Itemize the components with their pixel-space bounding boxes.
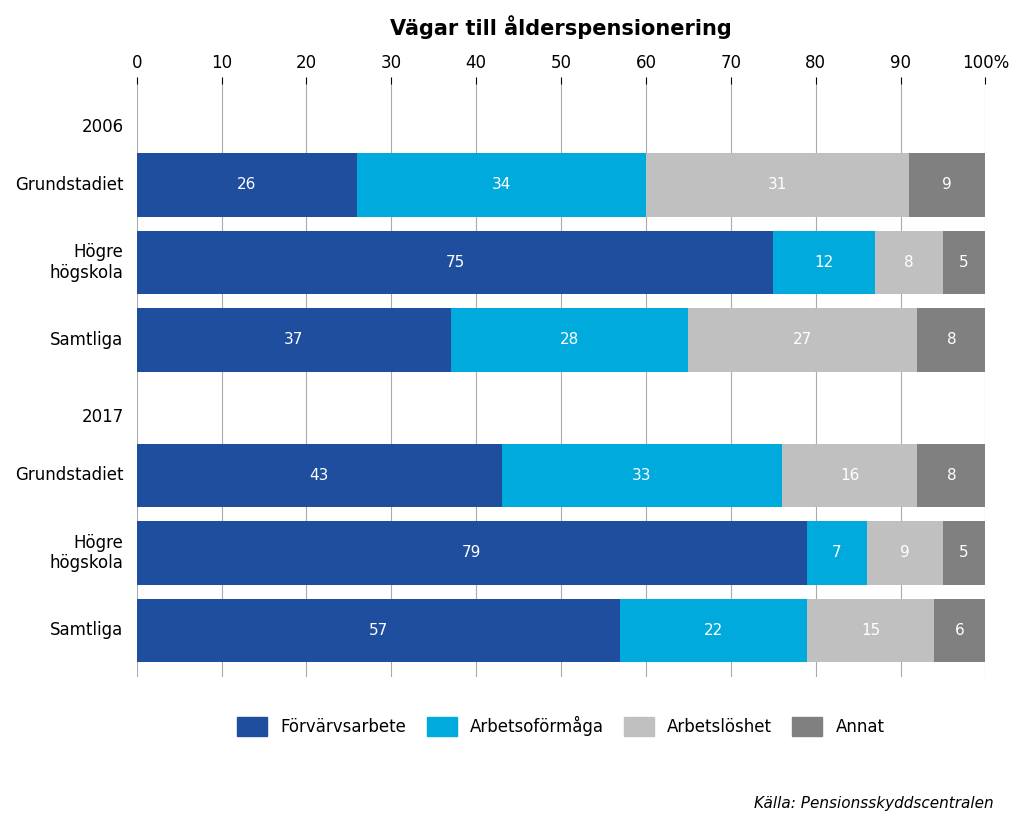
- Bar: [357, 153, 646, 216]
- Text: 8: 8: [946, 332, 956, 348]
- Text: 7: 7: [833, 545, 842, 561]
- Text: 33: 33: [632, 468, 651, 483]
- Bar: [136, 599, 621, 663]
- Text: 57: 57: [369, 623, 388, 638]
- Bar: [909, 153, 985, 216]
- Text: 8: 8: [946, 468, 956, 483]
- Bar: [807, 599, 935, 663]
- Bar: [918, 308, 985, 371]
- Bar: [688, 308, 918, 371]
- Title: Vägar till ålderspensionering: Vägar till ålderspensionering: [390, 15, 732, 39]
- Text: 9: 9: [900, 545, 909, 561]
- Bar: [502, 444, 781, 508]
- Text: 16: 16: [840, 468, 859, 483]
- Text: 75: 75: [445, 255, 465, 270]
- Text: Källa: Pensionsskyddscentralen: Källa: Pensionsskyddscentralen: [754, 796, 993, 811]
- Text: 6: 6: [955, 623, 965, 638]
- Text: 27: 27: [794, 332, 812, 348]
- Text: 37: 37: [284, 332, 303, 348]
- Text: 31: 31: [768, 177, 787, 193]
- Text: 28: 28: [560, 332, 580, 348]
- Bar: [621, 599, 807, 663]
- Text: 26: 26: [238, 177, 257, 193]
- Bar: [781, 444, 918, 508]
- Bar: [136, 231, 773, 294]
- Text: 22: 22: [705, 623, 723, 638]
- Text: 43: 43: [309, 468, 329, 483]
- Legend: Förvärvsarbete, Arbetsoförmåga, Arbetslöshet, Annat: Förvärvsarbete, Arbetsoförmåga, Arbetslö…: [230, 709, 891, 743]
- Text: 9: 9: [942, 177, 952, 193]
- Text: 5: 5: [959, 255, 969, 270]
- Bar: [876, 231, 943, 294]
- Text: 5: 5: [959, 545, 969, 561]
- Bar: [773, 231, 876, 294]
- Bar: [451, 308, 688, 371]
- Text: 15: 15: [861, 623, 881, 638]
- Bar: [646, 153, 909, 216]
- Text: 79: 79: [462, 545, 481, 561]
- Bar: [935, 599, 985, 663]
- Bar: [943, 231, 985, 294]
- Bar: [136, 308, 451, 371]
- Bar: [943, 521, 985, 585]
- Text: 8: 8: [904, 255, 913, 270]
- Text: 12: 12: [814, 255, 834, 270]
- Bar: [136, 521, 807, 585]
- Bar: [918, 444, 985, 508]
- Bar: [136, 444, 502, 508]
- Bar: [807, 521, 866, 585]
- Text: 34: 34: [492, 177, 511, 193]
- Bar: [866, 521, 943, 585]
- Bar: [136, 153, 357, 216]
